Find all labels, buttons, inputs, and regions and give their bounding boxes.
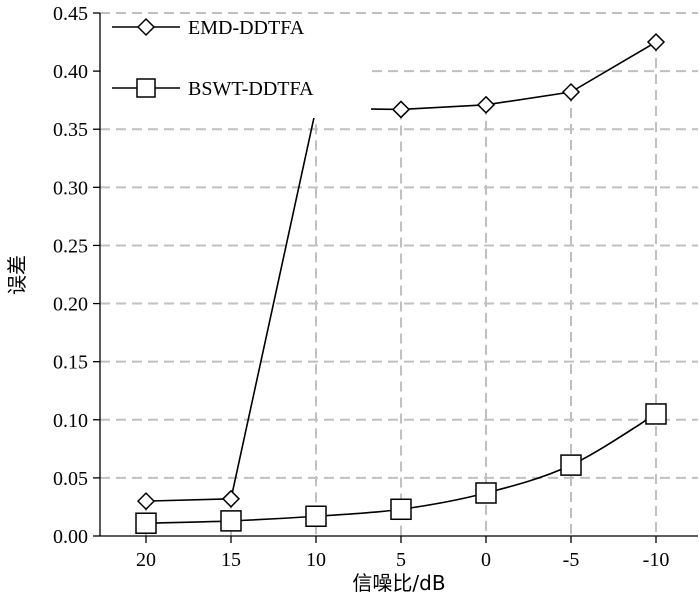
square-marker [390, 498, 412, 521]
square-marker [305, 505, 327, 527]
x-tick-label: 0 [481, 549, 491, 571]
series [135, 32, 667, 534]
diamond-marker [476, 95, 496, 114]
legend-label-bswt: BSWT-DDTFA [188, 78, 314, 100]
square-marker [645, 403, 667, 425]
diamond-marker [561, 82, 581, 102]
y-tick-label: 0.20 [53, 294, 88, 316]
y-tick-label: 0.25 [53, 235, 88, 257]
legend-marker-emd [136, 17, 156, 37]
y-tick-label: 0.00 [53, 526, 88, 548]
square-marker [560, 454, 582, 476]
legend: EMD-DDTFA BSWT-DDTFA [101, 14, 371, 118]
diamond-marker [391, 100, 411, 119]
diamond-marker [221, 489, 241, 508]
x-tick-label: 15 [221, 549, 241, 571]
y-tick-labels: 0.00 0.05 0.10 0.15 0.20 0.25 0.30 0.35 0.40 0.45 [53, 3, 100, 548]
x-tick-label: 10 [306, 549, 326, 571]
y-tick-label: 0.15 [53, 352, 88, 374]
y-tick-label: 0.35 [53, 119, 88, 141]
axes [99, 13, 698, 537]
x-axis-label: 信噪比/dB [352, 571, 445, 595]
x-tick-label: -10 [643, 549, 670, 571]
x-tick-label: 20 [136, 549, 156, 571]
legend-marker-bswt [136, 78, 156, 98]
square-marker [220, 510, 242, 532]
grid-lines [100, 12, 698, 536]
y-axis-label: 误差 [5, 255, 29, 295]
y-tick-label: 0.05 [53, 468, 88, 490]
y-tick-label: 0.30 [53, 177, 88, 199]
diamond-marker [136, 492, 156, 511]
y-tick-label: 0.40 [53, 61, 88, 83]
x-tick-label: 5 [396, 549, 406, 571]
square-marker [135, 512, 157, 534]
legend-label-emd: EMD-DDTFA [188, 17, 305, 39]
y-tick-label: 0.45 [53, 3, 88, 25]
square-marker [475, 482, 497, 504]
y-tick-label: 0.10 [53, 410, 88, 432]
x-tick-labels: 20 15 10 5 0 -5 -10 [136, 536, 669, 571]
diamond-marker [646, 32, 666, 52]
x-tick-label: -5 [563, 549, 580, 571]
